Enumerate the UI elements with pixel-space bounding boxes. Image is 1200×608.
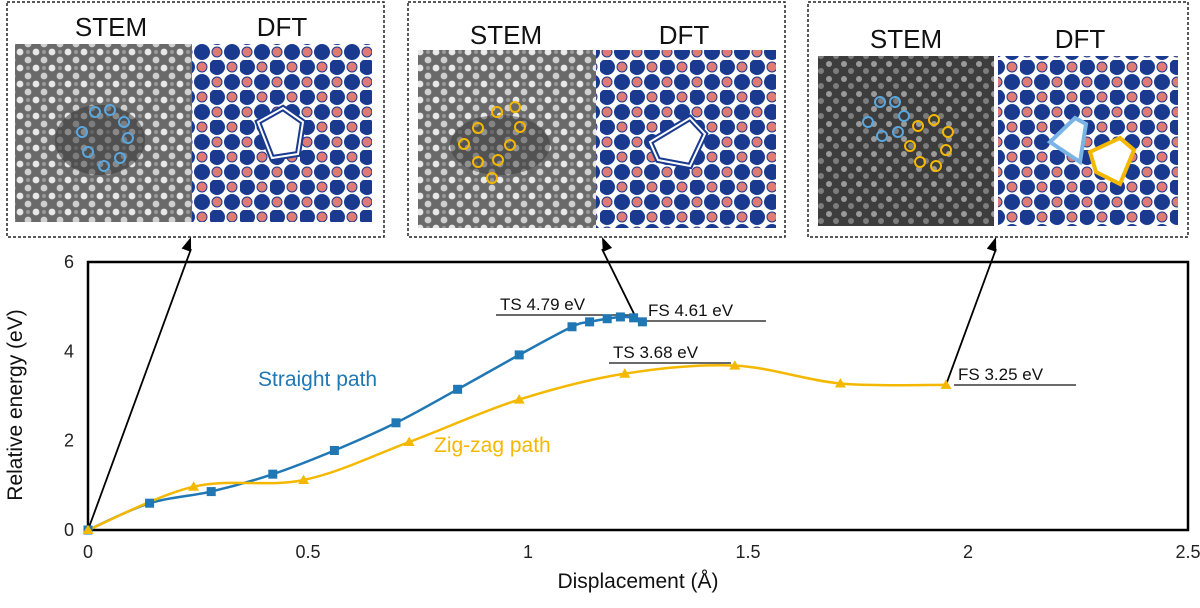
arrow-head-2 — [602, 237, 613, 252]
data-point-straight — [567, 322, 577, 332]
panel-3-dft-image — [998, 56, 1178, 226]
panel-1-stem-ring — [76, 104, 134, 172]
data-point-straight — [602, 314, 612, 324]
y-tick-label: 4 — [64, 341, 74, 361]
data-point-zigzag — [729, 360, 741, 370]
series-label-straight: Straight path — [258, 368, 377, 391]
data-point-straight — [514, 350, 524, 360]
arrow-to-panel-1 — [87, 248, 192, 531]
series-label-zigzag: Zig-zag path — [434, 434, 551, 457]
data-point-straight — [145, 498, 155, 508]
x-tick-label: 2.5 — [1175, 542, 1200, 562]
data-point-zigzag — [513, 394, 525, 404]
data-point-straight — [391, 418, 401, 428]
arrow-to-panel-2 — [601, 248, 639, 323]
panel-2-stem-label: STEM — [470, 20, 542, 50]
arrow-to-panel-3 — [945, 248, 997, 386]
inset-panel-2: STEM DFT — [407, 1, 786, 238]
x-ticks: 0 0.5 1 1.5 2 2.5 — [83, 542, 1200, 562]
data-point-zigzag — [82, 524, 94, 535]
series-line-straight — [87, 315, 643, 532]
panel-3-stem-image — [818, 56, 994, 226]
data-point-straight — [453, 384, 463, 394]
y-tick-label: 2 — [64, 431, 74, 451]
panel-3-stem-ring-blue — [862, 96, 910, 142]
x-tick-label: 2 — [963, 542, 973, 562]
data-point-straight — [206, 487, 216, 497]
arrow-head-1 — [181, 237, 192, 252]
data-point-zigzag — [834, 378, 846, 388]
panel-2-stem-ring — [458, 101, 526, 184]
inset-panel-3: STEM DFT — [807, 1, 1189, 238]
y-tick-label: 0 — [64, 520, 74, 540]
data-point-zigzag — [940, 379, 952, 389]
panel-3-dft-label: DFT — [1055, 24, 1106, 54]
data-point-straight — [615, 312, 625, 322]
data-point-straight — [268, 469, 278, 479]
data-point-straight — [585, 317, 595, 327]
series-lines — [87, 315, 947, 532]
panel-1-dft-label: DFT — [257, 12, 308, 42]
series-markers — [82, 312, 952, 535]
energy-annotation: FS 3.25 eV — [958, 365, 1044, 384]
annotations: TS 4.79 eV FS 4.61 eV TS 3.68 eV FS 3.25 eV — [496, 295, 1076, 386]
energy-annotation: FS 4.61 eV — [648, 301, 734, 320]
panel-3-stem-ring-yellow — [904, 114, 954, 172]
data-point-straight — [637, 317, 647, 327]
arrows — [87, 237, 997, 531]
panel-3-dft-void-blue — [1046, 115, 1089, 166]
y-ticks: 0 2 4 6 — [64, 252, 74, 540]
x-tick-label: 0.5 — [295, 542, 320, 562]
x-tick-label: 1 — [523, 542, 533, 562]
energy-annotation: TS 3.68 eV — [613, 343, 699, 362]
data-point-zigzag — [403, 436, 415, 447]
energy-annotation: TS 4.79 eV — [500, 295, 586, 314]
data-point-zigzag — [298, 474, 310, 485]
x-axis-title: Displacement (Å) — [557, 570, 718, 593]
arrow-head-3 — [986, 237, 997, 252]
data-point-straight — [629, 313, 639, 323]
panel-2-dft-label: DFT — [659, 20, 710, 50]
inset-panel-1: STEM DFT — [6, 1, 385, 238]
data-point-straight — [329, 445, 339, 455]
x-tick-label: 1.5 — [735, 542, 760, 562]
plot-frame — [86, 260, 1190, 532]
data-point-zigzag — [188, 481, 200, 491]
x-tick-label: 0 — [83, 542, 93, 562]
panel-3-stem-label: STEM — [870, 24, 942, 54]
y-axis-title: Relative energy (eV) — [4, 309, 27, 500]
data-point-zigzag — [619, 368, 631, 378]
panel-1-stem-label: STEM — [75, 12, 147, 42]
y-tick-label: 6 — [64, 252, 74, 272]
panel-3-dft-void-yellow — [1087, 135, 1137, 187]
